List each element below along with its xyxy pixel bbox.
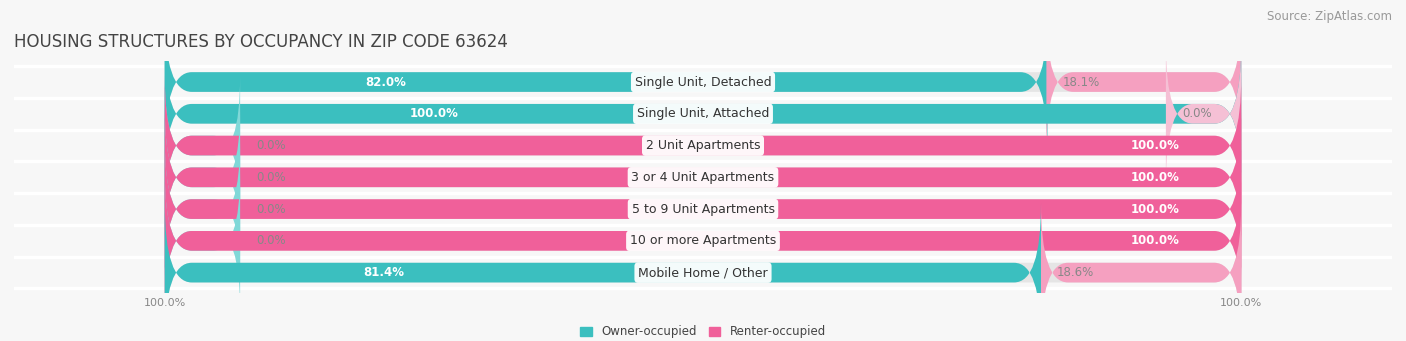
FancyBboxPatch shape — [165, 44, 1241, 183]
FancyBboxPatch shape — [165, 76, 1241, 215]
FancyBboxPatch shape — [165, 76, 1241, 215]
Text: 0.0%: 0.0% — [1182, 107, 1212, 120]
Text: Single Unit, Attached: Single Unit, Attached — [637, 107, 769, 120]
Legend: Owner-occupied, Renter-occupied: Owner-occupied, Renter-occupied — [579, 325, 827, 338]
Text: 5 to 9 Unit Apartments: 5 to 9 Unit Apartments — [631, 203, 775, 216]
FancyBboxPatch shape — [165, 203, 1040, 341]
FancyBboxPatch shape — [165, 108, 1241, 247]
Text: 0.0%: 0.0% — [256, 203, 285, 216]
Text: 81.4%: 81.4% — [363, 266, 405, 279]
Text: 0.0%: 0.0% — [256, 139, 285, 152]
FancyBboxPatch shape — [165, 139, 1241, 279]
Text: 0.0%: 0.0% — [256, 171, 285, 184]
FancyBboxPatch shape — [165, 13, 1241, 152]
FancyBboxPatch shape — [1166, 44, 1241, 183]
FancyBboxPatch shape — [165, 171, 1241, 310]
Text: 100.0%: 100.0% — [1130, 139, 1180, 152]
FancyBboxPatch shape — [1046, 13, 1241, 152]
FancyBboxPatch shape — [165, 44, 1241, 183]
Text: 100.0%: 100.0% — [1130, 171, 1180, 184]
Text: 18.1%: 18.1% — [1063, 75, 1099, 89]
FancyBboxPatch shape — [165, 171, 1241, 310]
Text: Mobile Home / Other: Mobile Home / Other — [638, 266, 768, 279]
FancyBboxPatch shape — [165, 171, 240, 310]
FancyBboxPatch shape — [165, 76, 240, 215]
FancyBboxPatch shape — [1040, 203, 1241, 341]
FancyBboxPatch shape — [165, 108, 240, 247]
Text: 82.0%: 82.0% — [366, 75, 406, 89]
Text: HOUSING STRUCTURES BY OCCUPANCY IN ZIP CODE 63624: HOUSING STRUCTURES BY OCCUPANCY IN ZIP C… — [14, 33, 508, 51]
FancyBboxPatch shape — [165, 13, 1047, 152]
Text: 100.0%: 100.0% — [1130, 203, 1180, 216]
Text: 2 Unit Apartments: 2 Unit Apartments — [645, 139, 761, 152]
FancyBboxPatch shape — [165, 139, 240, 279]
Text: 100.0%: 100.0% — [1130, 234, 1180, 247]
Text: Single Unit, Detached: Single Unit, Detached — [634, 75, 772, 89]
FancyBboxPatch shape — [165, 108, 1241, 247]
Text: 10 or more Apartments: 10 or more Apartments — [630, 234, 776, 247]
Text: 100.0%: 100.0% — [409, 107, 458, 120]
Text: Source: ZipAtlas.com: Source: ZipAtlas.com — [1267, 10, 1392, 23]
FancyBboxPatch shape — [165, 203, 1241, 341]
Text: 0.0%: 0.0% — [256, 234, 285, 247]
Text: 18.6%: 18.6% — [1057, 266, 1094, 279]
Text: 3 or 4 Unit Apartments: 3 or 4 Unit Apartments — [631, 171, 775, 184]
FancyBboxPatch shape — [165, 139, 1241, 279]
